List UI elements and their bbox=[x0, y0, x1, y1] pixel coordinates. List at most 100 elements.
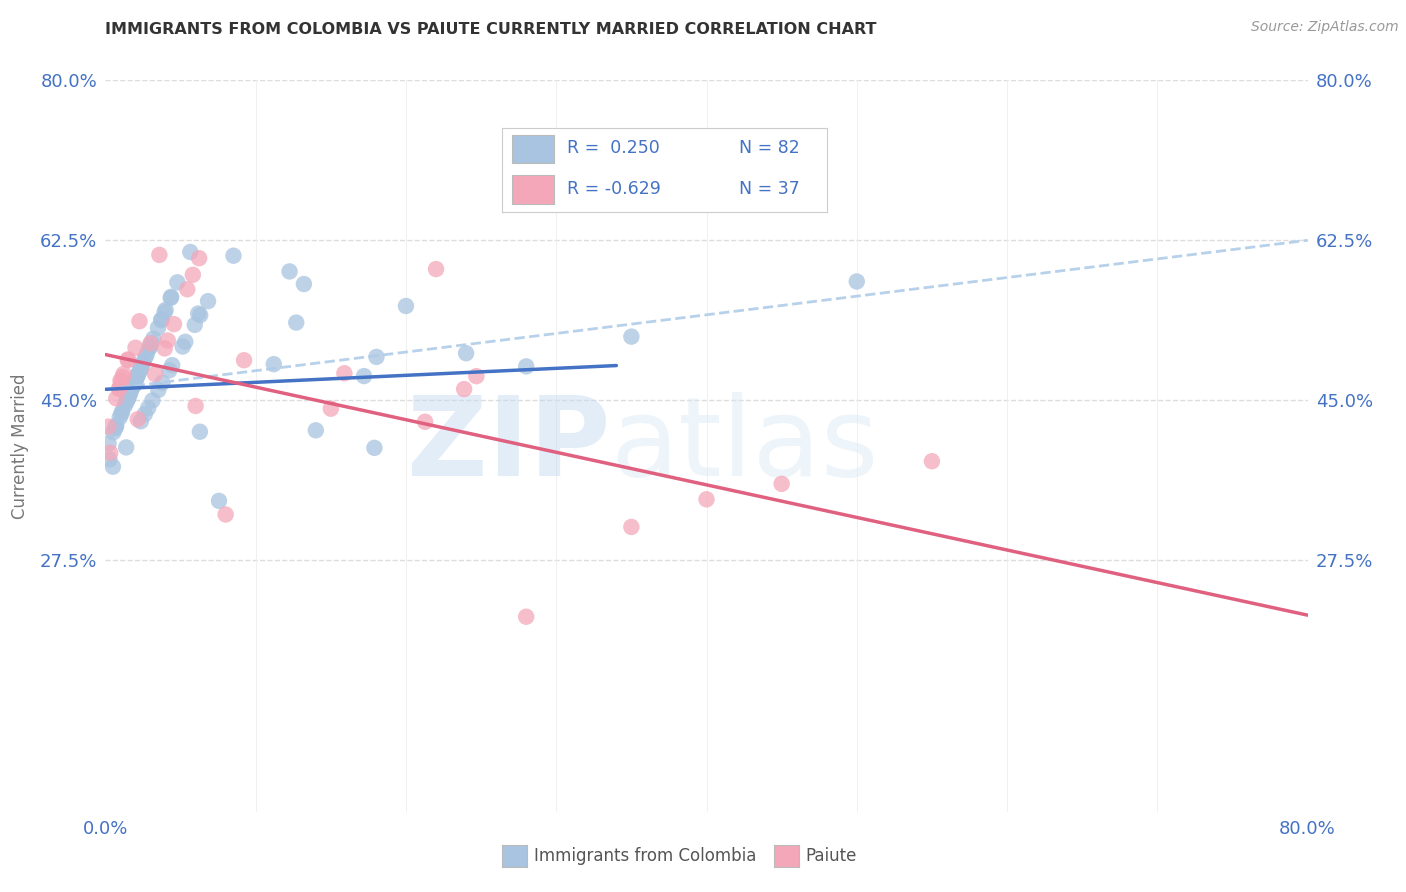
Point bbox=[98, 446, 121, 460]
Point bbox=[696, 492, 718, 507]
Point bbox=[132, 354, 155, 368]
Point bbox=[117, 392, 139, 407]
Point bbox=[139, 339, 162, 353]
Point bbox=[118, 386, 141, 401]
Point bbox=[278, 264, 301, 278]
Text: Source: ZipAtlas.com: Source: ZipAtlas.com bbox=[1251, 20, 1399, 34]
Point bbox=[292, 277, 315, 291]
Point bbox=[114, 399, 136, 413]
Point bbox=[222, 249, 245, 263]
Point bbox=[142, 332, 165, 346]
Point bbox=[143, 367, 166, 381]
Point bbox=[150, 312, 173, 326]
Point bbox=[122, 379, 145, 393]
Point bbox=[138, 342, 160, 356]
Point bbox=[111, 405, 134, 419]
Point bbox=[181, 268, 204, 282]
Point bbox=[150, 313, 173, 327]
Point bbox=[157, 363, 180, 377]
Point bbox=[97, 419, 120, 434]
Point bbox=[413, 415, 436, 429]
Text: ZIP: ZIP bbox=[406, 392, 610, 500]
Point bbox=[454, 346, 477, 360]
Point bbox=[160, 358, 183, 372]
Point bbox=[184, 318, 207, 332]
Text: N = 37: N = 37 bbox=[740, 180, 800, 198]
Point bbox=[117, 392, 139, 407]
Point bbox=[921, 454, 943, 468]
Point bbox=[156, 334, 179, 348]
Point bbox=[263, 357, 285, 371]
Point bbox=[172, 339, 194, 353]
Point bbox=[101, 459, 124, 474]
Point bbox=[128, 314, 150, 328]
Point bbox=[184, 399, 207, 413]
Point bbox=[150, 376, 173, 390]
Point bbox=[110, 407, 132, 421]
Point bbox=[105, 418, 128, 433]
Point bbox=[515, 609, 537, 624]
Text: R =  0.250: R = 0.250 bbox=[567, 139, 659, 157]
Point bbox=[233, 353, 256, 368]
Point bbox=[353, 369, 375, 384]
Point bbox=[122, 378, 145, 392]
Text: Immigrants from Colombia: Immigrants from Colombia bbox=[534, 847, 756, 865]
Point bbox=[131, 359, 153, 374]
Point bbox=[124, 376, 146, 391]
Point bbox=[108, 381, 131, 395]
Point bbox=[146, 320, 169, 334]
FancyBboxPatch shape bbox=[512, 135, 554, 163]
Text: IMMIGRANTS FROM COLOMBIA VS PAIUTE CURRENTLY MARRIED CORRELATION CHART: IMMIGRANTS FROM COLOMBIA VS PAIUTE CURRE… bbox=[105, 22, 877, 37]
Point bbox=[129, 414, 152, 428]
Point bbox=[188, 251, 211, 265]
Point bbox=[128, 363, 150, 377]
Point bbox=[134, 350, 156, 364]
Point bbox=[111, 369, 134, 384]
Point bbox=[153, 342, 176, 356]
Point bbox=[188, 425, 211, 439]
Point bbox=[112, 367, 135, 381]
Point bbox=[110, 375, 132, 389]
Point bbox=[159, 291, 181, 305]
Point bbox=[129, 360, 152, 375]
Point bbox=[117, 391, 139, 405]
Point bbox=[135, 347, 157, 361]
Point bbox=[174, 334, 197, 349]
Point bbox=[141, 335, 163, 350]
Point bbox=[110, 374, 132, 388]
Point bbox=[105, 392, 128, 406]
Point bbox=[620, 329, 643, 343]
Point bbox=[104, 419, 127, 434]
Point bbox=[124, 341, 146, 355]
Point bbox=[319, 401, 342, 416]
Point bbox=[188, 308, 211, 322]
Point bbox=[117, 390, 139, 404]
Point bbox=[214, 508, 236, 522]
Point bbox=[98, 452, 121, 467]
Point bbox=[148, 383, 170, 397]
Point bbox=[117, 391, 139, 405]
Point bbox=[134, 407, 156, 421]
Point bbox=[208, 493, 231, 508]
Point bbox=[620, 520, 643, 534]
Point bbox=[153, 305, 176, 319]
Point bbox=[122, 378, 145, 392]
Point bbox=[141, 393, 163, 408]
Point bbox=[425, 262, 447, 277]
Point bbox=[97, 436, 120, 450]
Point bbox=[515, 359, 537, 374]
Point bbox=[127, 368, 149, 382]
Point bbox=[148, 248, 170, 262]
Point bbox=[176, 282, 198, 296]
Point bbox=[160, 290, 183, 304]
Point bbox=[117, 352, 139, 367]
Point bbox=[124, 373, 146, 387]
Point bbox=[103, 425, 125, 440]
Point bbox=[197, 294, 219, 309]
Point bbox=[305, 423, 328, 437]
Point bbox=[136, 401, 159, 415]
Point bbox=[108, 410, 131, 425]
Text: N = 82: N = 82 bbox=[740, 139, 800, 157]
Point bbox=[104, 421, 127, 435]
FancyBboxPatch shape bbox=[512, 175, 554, 203]
